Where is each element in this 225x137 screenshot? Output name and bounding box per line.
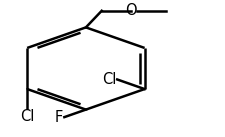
Text: Cl: Cl <box>101 72 116 87</box>
Text: O: O <box>125 3 136 18</box>
Text: Cl: Cl <box>20 109 34 124</box>
Text: F: F <box>55 110 63 125</box>
